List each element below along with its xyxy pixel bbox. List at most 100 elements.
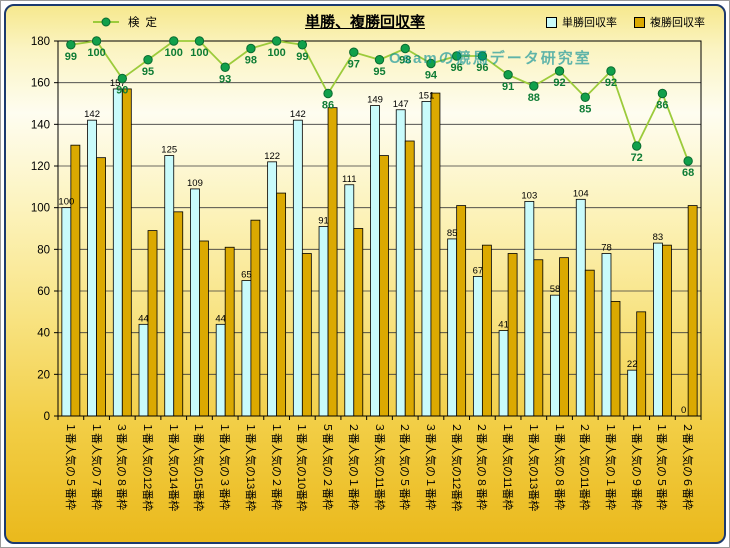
kentei-marker [66, 40, 76, 50]
bar-fukusho [404, 140, 415, 417]
bar-fukusho [250, 219, 261, 417]
bar-value-label: 58 [550, 284, 561, 295]
bar-tansho [498, 330, 509, 417]
watermark: Osamの競馬データ研究室 [389, 50, 592, 67]
bar-value-label: 151 [419, 90, 435, 101]
bar-value-label: 122 [264, 151, 280, 162]
bar-tansho [395, 109, 406, 417]
bar-value-label: 22 [627, 359, 638, 370]
bar-fukusho [636, 311, 647, 417]
bar-tansho [215, 323, 226, 417]
bar-value-label: 109 [187, 178, 203, 189]
bar-tansho [472, 276, 483, 417]
kentei-value-label: 72 [631, 152, 643, 164]
bar-fukusho [70, 144, 81, 417]
bar-tansho [190, 188, 200, 417]
kentei-marker [169, 36, 179, 46]
bar-tansho [138, 323, 149, 417]
bar-fukusho [379, 155, 389, 417]
bar-value-label: 44 [138, 313, 149, 324]
bar-tansho [61, 207, 72, 417]
kentei-marker [91, 36, 102, 46]
bar-tansho [447, 238, 458, 417]
kentei-marker [580, 92, 590, 102]
bar-tansho [653, 242, 663, 417]
bar-fukusho [327, 107, 338, 417]
kentei-value-label: 100 [267, 47, 285, 59]
kentei-value-label: 99 [65, 51, 77, 63]
kentei-marker [554, 66, 565, 76]
bar-fukusho [584, 269, 595, 417]
bar-fukusho [533, 259, 544, 417]
y-axis-label: 0 [44, 411, 50, 423]
bar-tansho [344, 184, 355, 417]
bar-tansho [524, 201, 535, 417]
kentei-value-label: 100 [190, 47, 208, 59]
bar-tansho [164, 155, 175, 417]
bar-value-label: 83 [653, 232, 664, 243]
kentei-value-label: 99 [296, 51, 308, 63]
kentei-marker [477, 51, 488, 61]
y-axis-label: 140 [31, 119, 50, 131]
kentei-value-label: 92 [605, 77, 617, 89]
chart-title: 単勝、複勝回収率 [304, 14, 425, 31]
kentei-value-label: 92 [553, 77, 565, 89]
kentei-marker [271, 36, 282, 46]
kentei-value-label: 98 [245, 55, 257, 67]
kentei-value-label: 85 [579, 103, 591, 115]
kentei-value-label: 100 [165, 47, 183, 59]
kentei-value-label: 96 [476, 62, 488, 74]
y-axis-label: 40 [37, 328, 50, 340]
bar-tansho [87, 119, 97, 417]
bar-fukusho [353, 228, 364, 417]
kentei-marker [194, 36, 205, 46]
kentei-marker [374, 55, 385, 65]
legend-series[interactable]: 単勝回収率 複勝回収率 [546, 14, 705, 30]
bar-fukusho [199, 240, 209, 417]
kentei-marker [657, 88, 668, 99]
kentei-value-label: 93 [219, 73, 231, 85]
legend-kentei[interactable]: 検定 [91, 14, 163, 30]
kentei-value-label: 97 [348, 58, 360, 70]
bar-value-label: 111 [342, 174, 356, 185]
bar-value-label: 85 [447, 228, 458, 239]
kentei-value-label: 88 [528, 92, 540, 104]
kentei-value-label: 68 [682, 167, 694, 179]
bar-fukusho [224, 246, 235, 417]
kentei-marker [220, 62, 230, 72]
bar-tansho [241, 280, 252, 417]
kentei-marker [349, 47, 359, 57]
bar-tansho [550, 294, 560, 417]
y-axis-label: 80 [37, 244, 50, 256]
bar-tansho [292, 119, 303, 417]
kentei-value-label: 95 [373, 66, 385, 78]
legend-fukusho-label: 複勝回収率 [650, 17, 705, 29]
kentei-marker [323, 88, 333, 99]
kentei-marker [143, 55, 153, 65]
bar-fukusho [687, 205, 698, 417]
kentei-value-label: 98 [399, 55, 411, 67]
bar-value-label: 44 [215, 313, 226, 324]
kentei-marker [529, 81, 539, 91]
bar-value-label: 103 [521, 190, 537, 201]
bar-fukusho [96, 157, 106, 417]
bar-tansho [575, 198, 586, 417]
y-axis-label: 120 [31, 161, 50, 173]
bar-value-label: 147 [393, 99, 409, 110]
bar-value-label: 157 [110, 78, 126, 89]
bar-tansho [370, 105, 380, 417]
bar-value-label: 65 [241, 270, 252, 281]
bar-value-label: 67 [473, 265, 484, 276]
kentei-marker [400, 43, 410, 54]
kentei-value-label: 96 [451, 62, 463, 74]
y-axis-label: 20 [37, 369, 50, 381]
bar-fukusho [481, 244, 492, 417]
bar-value-label: 41 [498, 320, 509, 331]
bar-tansho [267, 161, 278, 417]
kentei-marker [451, 51, 462, 61]
bar-fukusho [662, 244, 672, 417]
kentei-marker [632, 141, 642, 151]
bar-tansho [318, 226, 329, 417]
